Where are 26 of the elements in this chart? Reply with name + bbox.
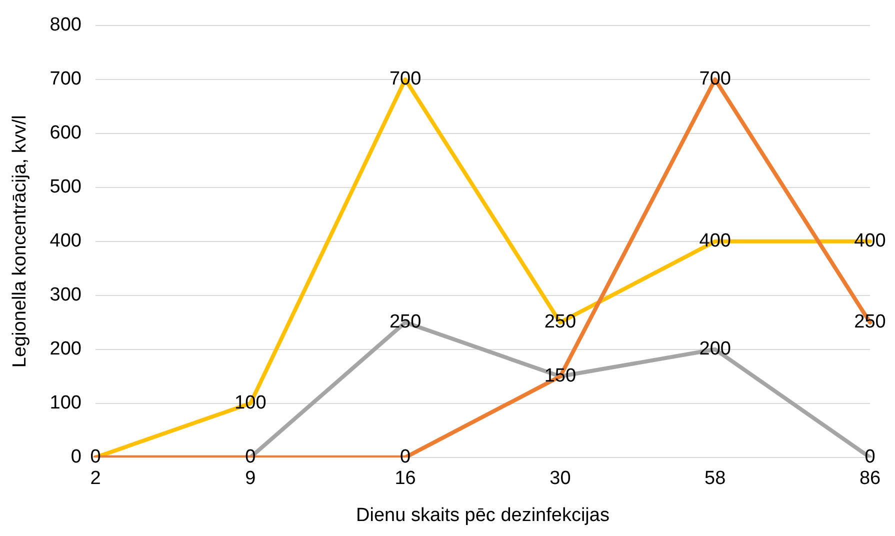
x-tick-label: 9 bbox=[245, 468, 256, 490]
data-label: 250 bbox=[389, 312, 422, 333]
x-axis-title: Dienu skaits pēc dezinfekcijas bbox=[356, 504, 610, 526]
data-label: 700 bbox=[389, 68, 422, 90]
y-tick-label: 400 bbox=[50, 230, 82, 252]
y-tick-label: 100 bbox=[50, 392, 82, 414]
data-label: 0 bbox=[864, 446, 876, 468]
x-tick-label: 58 bbox=[704, 468, 726, 490]
data-label: 250 bbox=[854, 312, 886, 333]
data-label: 200 bbox=[699, 338, 731, 360]
y-tick-label: 500 bbox=[50, 176, 82, 198]
data-label: 250 bbox=[544, 312, 576, 333]
x-tick-label: 2 bbox=[90, 468, 101, 490]
data-label: 150 bbox=[544, 366, 576, 387]
y-tick-label: 0 bbox=[70, 446, 82, 468]
y-tick-label: 600 bbox=[50, 122, 82, 144]
data-label: 400 bbox=[854, 230, 886, 252]
data-label: 700 bbox=[699, 68, 731, 90]
y-tick-label: 700 bbox=[50, 68, 82, 90]
x-tick-label: 86 bbox=[859, 468, 881, 490]
y-tick-label: 300 bbox=[50, 284, 82, 306]
x-tick-label: 30 bbox=[550, 468, 571, 490]
y-tick-label: 200 bbox=[50, 338, 82, 360]
x-tick-label: 16 bbox=[394, 468, 416, 490]
y-tick-label: 800 bbox=[50, 14, 82, 36]
y-axis-title: Legionella koncentrācija, kvv/l bbox=[10, 115, 31, 368]
